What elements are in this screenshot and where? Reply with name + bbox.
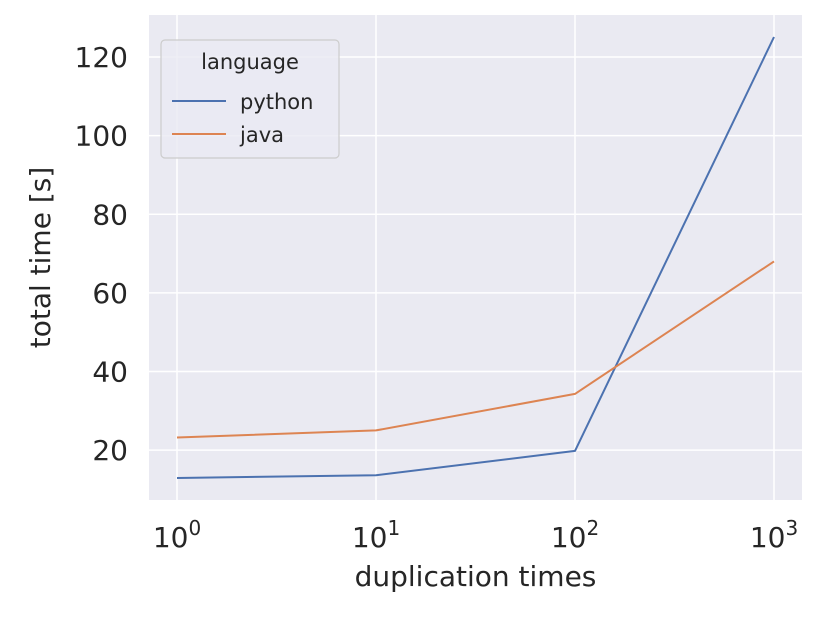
series-lines	[176, 36, 775, 479]
series-line-python	[176, 36, 775, 479]
x-tick-label: 103	[750, 516, 798, 554]
x-tick-base: 10	[153, 521, 189, 554]
series-line-java	[176, 260, 775, 439]
x-axis-ticks: 100 101 102 103	[153, 516, 798, 554]
x-tick-base: 10	[352, 521, 388, 554]
x-tick-exponent: 1	[387, 516, 400, 540]
x-tick-label: 102	[551, 516, 599, 554]
legend-title: language	[201, 50, 299, 74]
y-tick-label: 80	[92, 198, 128, 231]
legend: language python java	[160, 39, 340, 159]
y-tick-label: 20	[92, 434, 128, 467]
x-tick-exponent: 3	[785, 516, 798, 540]
x-tick-base: 10	[551, 521, 587, 554]
y-tick-label: 60	[92, 277, 128, 310]
legend-box	[160, 39, 340, 159]
legend-label-java: java	[239, 123, 284, 147]
y-tick-label: 40	[92, 355, 128, 388]
y-tick-label: 120	[75, 41, 128, 74]
y-axis-label: total time [s]	[24, 167, 57, 349]
x-tick-exponent: 2	[586, 516, 599, 540]
y-axis-ticks: 20 40 60 80 100 120	[75, 41, 128, 467]
x-tick-base: 10	[750, 521, 786, 554]
legend-label-python: python	[240, 90, 313, 114]
y-tick-label: 100	[75, 120, 128, 153]
x-tick-exponent: 0	[188, 516, 201, 540]
x-axis-label: duplication times	[355, 560, 597, 593]
x-tick-label: 100	[153, 516, 201, 554]
x-tick-label: 101	[352, 516, 400, 554]
